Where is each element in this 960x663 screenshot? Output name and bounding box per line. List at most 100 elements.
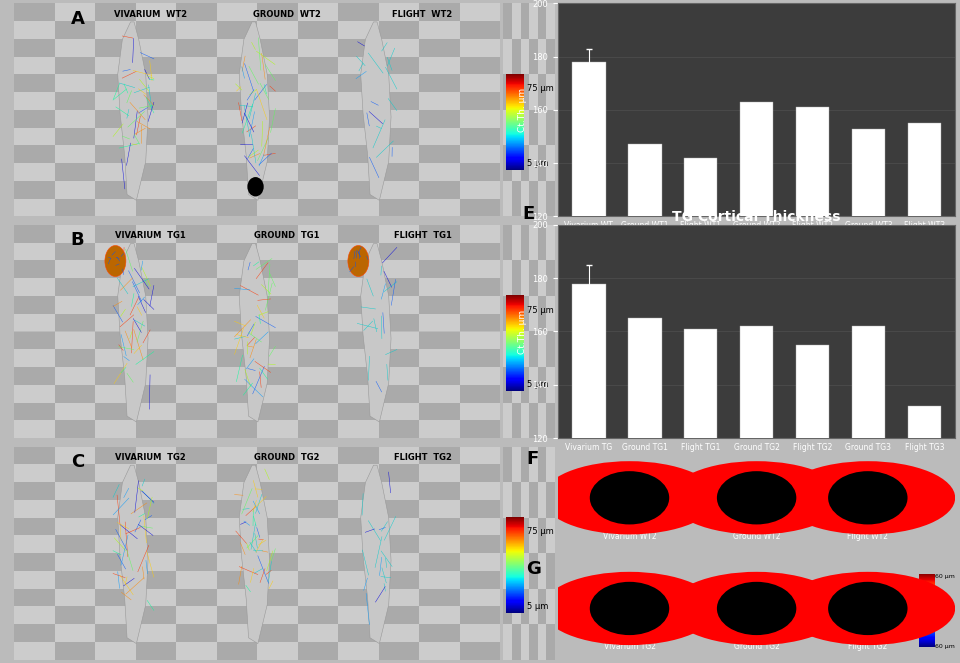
Bar xyxy=(420,92,460,110)
Bar xyxy=(338,261,379,278)
Ellipse shape xyxy=(687,579,827,637)
Ellipse shape xyxy=(780,572,955,645)
Bar xyxy=(338,642,379,660)
Bar xyxy=(257,447,298,464)
Bar xyxy=(217,74,257,92)
Bar xyxy=(136,314,177,332)
Bar xyxy=(379,92,420,110)
Bar xyxy=(298,127,338,145)
Bar xyxy=(420,39,460,56)
Bar xyxy=(460,332,500,349)
Bar xyxy=(460,349,500,367)
Bar xyxy=(177,21,217,39)
Bar xyxy=(257,127,298,145)
Bar xyxy=(420,402,460,420)
Bar xyxy=(379,402,420,420)
Bar xyxy=(538,332,546,367)
Bar xyxy=(177,278,217,296)
Ellipse shape xyxy=(697,473,816,522)
Bar xyxy=(796,345,829,663)
Ellipse shape xyxy=(547,574,711,643)
Bar xyxy=(14,447,55,464)
Ellipse shape xyxy=(684,467,828,528)
Bar xyxy=(298,500,338,518)
Bar xyxy=(95,314,136,332)
Ellipse shape xyxy=(694,583,819,634)
Bar xyxy=(512,589,520,624)
Bar xyxy=(217,624,257,642)
Bar xyxy=(420,243,460,261)
Bar xyxy=(503,624,512,660)
Bar xyxy=(546,518,555,553)
Text: 75 μm: 75 μm xyxy=(527,84,553,93)
Bar xyxy=(546,110,555,145)
Bar xyxy=(338,367,379,385)
Bar xyxy=(136,571,177,589)
Ellipse shape xyxy=(570,473,689,522)
Bar xyxy=(298,145,338,163)
Bar xyxy=(338,536,379,553)
Bar xyxy=(740,326,774,663)
Bar xyxy=(420,261,460,278)
Bar xyxy=(546,447,555,482)
Bar xyxy=(177,3,217,21)
Ellipse shape xyxy=(550,575,709,642)
Bar xyxy=(257,385,298,402)
Bar xyxy=(217,589,257,607)
Bar xyxy=(538,553,546,589)
Bar xyxy=(136,199,177,216)
Bar xyxy=(460,624,500,642)
Bar xyxy=(136,225,177,243)
Bar xyxy=(298,536,338,553)
Bar xyxy=(217,110,257,127)
Bar xyxy=(538,518,546,553)
Bar xyxy=(136,349,177,367)
Bar xyxy=(95,56,136,74)
Bar xyxy=(55,181,95,199)
Bar xyxy=(257,624,298,642)
Ellipse shape xyxy=(694,472,819,524)
Bar xyxy=(257,3,298,21)
Bar xyxy=(95,261,136,278)
Bar xyxy=(14,92,55,110)
Bar xyxy=(338,243,379,261)
Bar xyxy=(257,500,298,518)
Bar xyxy=(14,243,55,261)
Bar xyxy=(420,482,460,500)
Bar xyxy=(420,420,460,438)
Bar xyxy=(177,385,217,402)
Bar xyxy=(136,500,177,518)
Bar xyxy=(379,261,420,278)
Ellipse shape xyxy=(689,470,824,526)
Bar xyxy=(14,536,55,553)
Bar xyxy=(217,536,257,553)
Bar xyxy=(177,518,217,536)
Bar xyxy=(529,367,538,402)
Bar xyxy=(298,261,338,278)
Bar xyxy=(95,225,136,243)
Bar xyxy=(136,145,177,163)
Bar xyxy=(298,571,338,589)
Bar xyxy=(257,74,298,92)
Bar xyxy=(420,571,460,589)
Bar xyxy=(379,332,420,349)
Bar xyxy=(298,314,338,332)
Bar xyxy=(177,199,217,216)
Bar xyxy=(177,314,217,332)
Bar xyxy=(55,553,95,571)
Bar xyxy=(298,553,338,571)
Bar xyxy=(298,447,338,464)
Bar xyxy=(338,464,379,482)
Bar xyxy=(460,402,500,420)
Bar xyxy=(338,571,379,589)
Text: D: D xyxy=(522,0,538,1)
Bar xyxy=(55,385,95,402)
Bar xyxy=(14,163,55,181)
Bar xyxy=(512,518,520,553)
Bar xyxy=(298,642,338,660)
Bar xyxy=(338,145,379,163)
Bar xyxy=(529,225,538,261)
Bar xyxy=(95,278,136,296)
Bar xyxy=(460,482,500,500)
Ellipse shape xyxy=(689,581,824,636)
